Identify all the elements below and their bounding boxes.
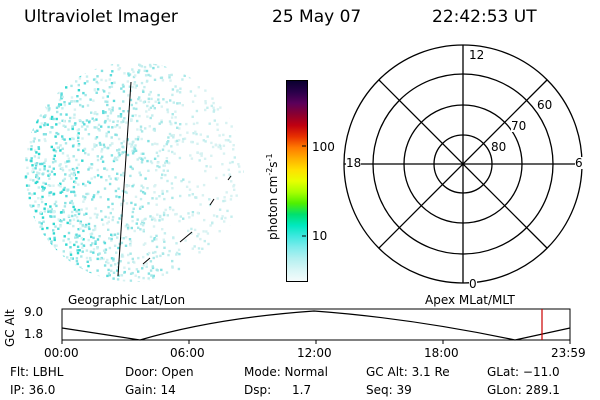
lat-label-60: 60 — [537, 98, 553, 112]
lat-label-80: 80 — [491, 140, 507, 154]
colorbar-tick-10: 10 — [312, 229, 328, 243]
dsp-label: Dsp: — [244, 383, 272, 397]
seq-info: Seq: 39 — [366, 383, 412, 397]
gain-info: Gain: 14 — [125, 383, 176, 397]
color-scale-bar — [286, 80, 308, 282]
boundary-dashes — [142, 175, 232, 265]
timeline-xtick-1800: 18:00 — [424, 346, 459, 360]
gc-alt-info: GC Alt: 3.1 Re — [366, 365, 450, 379]
timeline-left-title: Geographic Lat/Lon — [68, 293, 186, 307]
mlt-label-12: 12 — [469, 48, 485, 62]
dsp-value: 1.7 — [292, 383, 312, 397]
mode-info: Mode: Normal — [244, 365, 328, 379]
terminator-line — [117, 81, 132, 277]
timeline-ytick-max: 9.0 — [24, 305, 44, 319]
lat-label-70: 70 — [511, 119, 527, 133]
timeline-xtick-1200: 12:00 — [297, 346, 332, 360]
time-label: 22:42:53 UT — [432, 7, 537, 27]
altitude-curve — [61, 310, 571, 341]
colorbar-tick-100: 100 — [312, 140, 335, 154]
timeline-ytick-min: 1.8 — [24, 327, 44, 341]
glat-info: GLat: −11.0 — [487, 365, 560, 379]
app-title: Ultraviolet Imager — [24, 7, 178, 27]
glon-info: GLon: 289.1 — [487, 383, 560, 397]
timeline-xtick-0600: 06:00 — [170, 346, 205, 360]
mlt-label-18: 18 — [346, 156, 362, 170]
mlt-label-6: 6 — [575, 156, 583, 170]
timeline-right-title: Apex MLat/MLT — [425, 293, 515, 307]
door-info: Door: Open — [125, 365, 194, 379]
filter-info: Flt: LBHL — [10, 365, 64, 379]
timeline-xtick-2359: 23:59 — [551, 346, 586, 360]
ip-info: IP: 36.0 — [10, 383, 56, 397]
date-label: 25 May 07 — [272, 7, 362, 27]
timeline-xtick-0000: 00:00 — [44, 346, 79, 360]
mlt-label-0: 0 — [469, 277, 477, 291]
